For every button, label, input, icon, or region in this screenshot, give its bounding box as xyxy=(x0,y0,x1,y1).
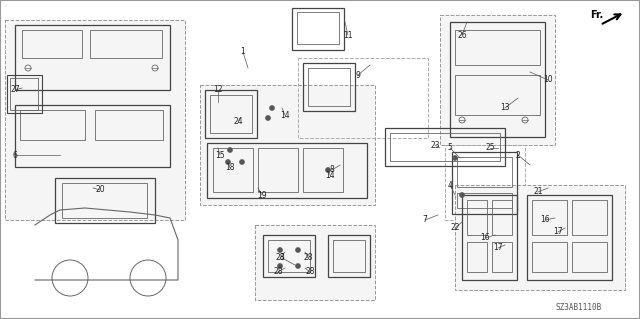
Text: 14: 14 xyxy=(325,170,335,180)
Bar xyxy=(22,30,82,58)
Text: 25: 25 xyxy=(485,144,495,152)
Bar xyxy=(385,128,505,166)
Bar xyxy=(95,110,163,140)
Bar xyxy=(210,95,252,133)
Text: 7: 7 xyxy=(422,216,428,225)
Bar xyxy=(62,183,147,218)
Text: 24: 24 xyxy=(233,117,243,127)
Bar xyxy=(455,30,540,65)
Text: 2: 2 xyxy=(516,151,520,160)
Bar xyxy=(572,242,607,272)
Text: 28: 28 xyxy=(305,268,315,277)
Text: 28: 28 xyxy=(275,254,285,263)
Text: 10: 10 xyxy=(543,76,553,85)
Text: 27: 27 xyxy=(10,85,20,94)
Text: 26: 26 xyxy=(457,31,467,40)
Bar xyxy=(492,200,512,235)
Circle shape xyxy=(296,248,301,253)
Bar xyxy=(440,15,555,145)
Text: 14: 14 xyxy=(280,110,290,120)
Bar xyxy=(532,200,567,235)
Text: 11: 11 xyxy=(343,31,353,40)
Circle shape xyxy=(460,192,465,197)
Bar xyxy=(457,157,512,187)
Text: Fr.: Fr. xyxy=(590,10,604,20)
Text: 3: 3 xyxy=(280,254,284,263)
Bar xyxy=(308,68,350,106)
Bar xyxy=(207,143,367,198)
Circle shape xyxy=(239,160,244,165)
Bar xyxy=(445,145,525,220)
Bar xyxy=(467,242,487,272)
Text: 16: 16 xyxy=(540,216,550,225)
Bar xyxy=(457,193,512,208)
Bar xyxy=(5,20,185,220)
Circle shape xyxy=(227,147,232,152)
Text: 28: 28 xyxy=(303,254,313,263)
Text: 18: 18 xyxy=(225,164,235,173)
Bar xyxy=(450,22,545,137)
Bar xyxy=(452,152,517,214)
Circle shape xyxy=(278,248,282,253)
Bar xyxy=(20,110,85,140)
Bar xyxy=(303,148,343,192)
Circle shape xyxy=(269,106,275,110)
Text: 16: 16 xyxy=(480,234,490,242)
Text: 17: 17 xyxy=(553,227,563,236)
Text: 22: 22 xyxy=(451,224,460,233)
Bar xyxy=(10,78,38,110)
Text: 12: 12 xyxy=(213,85,223,94)
Bar xyxy=(532,242,567,272)
Text: 21: 21 xyxy=(533,188,543,197)
Bar xyxy=(492,242,512,272)
Bar xyxy=(205,90,257,138)
Bar xyxy=(390,133,500,161)
Text: 28: 28 xyxy=(273,268,283,277)
Text: 13: 13 xyxy=(500,103,510,113)
Text: 23: 23 xyxy=(430,140,440,150)
Circle shape xyxy=(296,263,301,269)
Bar xyxy=(455,185,625,290)
Bar xyxy=(333,240,365,272)
Bar xyxy=(263,235,315,277)
Bar xyxy=(90,30,162,58)
Text: 8: 8 xyxy=(330,166,334,174)
Circle shape xyxy=(266,115,271,121)
Bar xyxy=(15,25,170,90)
Text: 6: 6 xyxy=(13,151,17,160)
Bar xyxy=(527,195,612,280)
Bar xyxy=(328,235,370,277)
Bar xyxy=(258,148,298,192)
Bar xyxy=(292,8,344,50)
Text: 4: 4 xyxy=(447,181,452,189)
Bar xyxy=(255,225,375,300)
Circle shape xyxy=(452,155,458,160)
Text: 1: 1 xyxy=(241,48,245,56)
Text: 17: 17 xyxy=(493,243,503,253)
Bar xyxy=(15,105,170,167)
Bar xyxy=(467,200,487,235)
Bar xyxy=(7,75,42,113)
Bar xyxy=(200,85,375,205)
Bar xyxy=(213,148,253,192)
Circle shape xyxy=(225,160,230,165)
Bar xyxy=(572,200,607,235)
Text: 19: 19 xyxy=(257,190,267,199)
Text: 9: 9 xyxy=(356,70,360,79)
Text: 15: 15 xyxy=(215,151,225,160)
Circle shape xyxy=(326,167,330,173)
Bar xyxy=(455,75,540,115)
Text: 5: 5 xyxy=(447,144,452,152)
Bar xyxy=(268,240,310,272)
Bar xyxy=(462,195,517,280)
Bar xyxy=(297,12,339,44)
Bar xyxy=(55,178,155,223)
Bar xyxy=(298,58,428,138)
Bar xyxy=(303,63,355,111)
Text: 20: 20 xyxy=(95,186,105,195)
Text: SZ3AB1110B: SZ3AB1110B xyxy=(555,303,601,313)
Circle shape xyxy=(278,263,282,269)
